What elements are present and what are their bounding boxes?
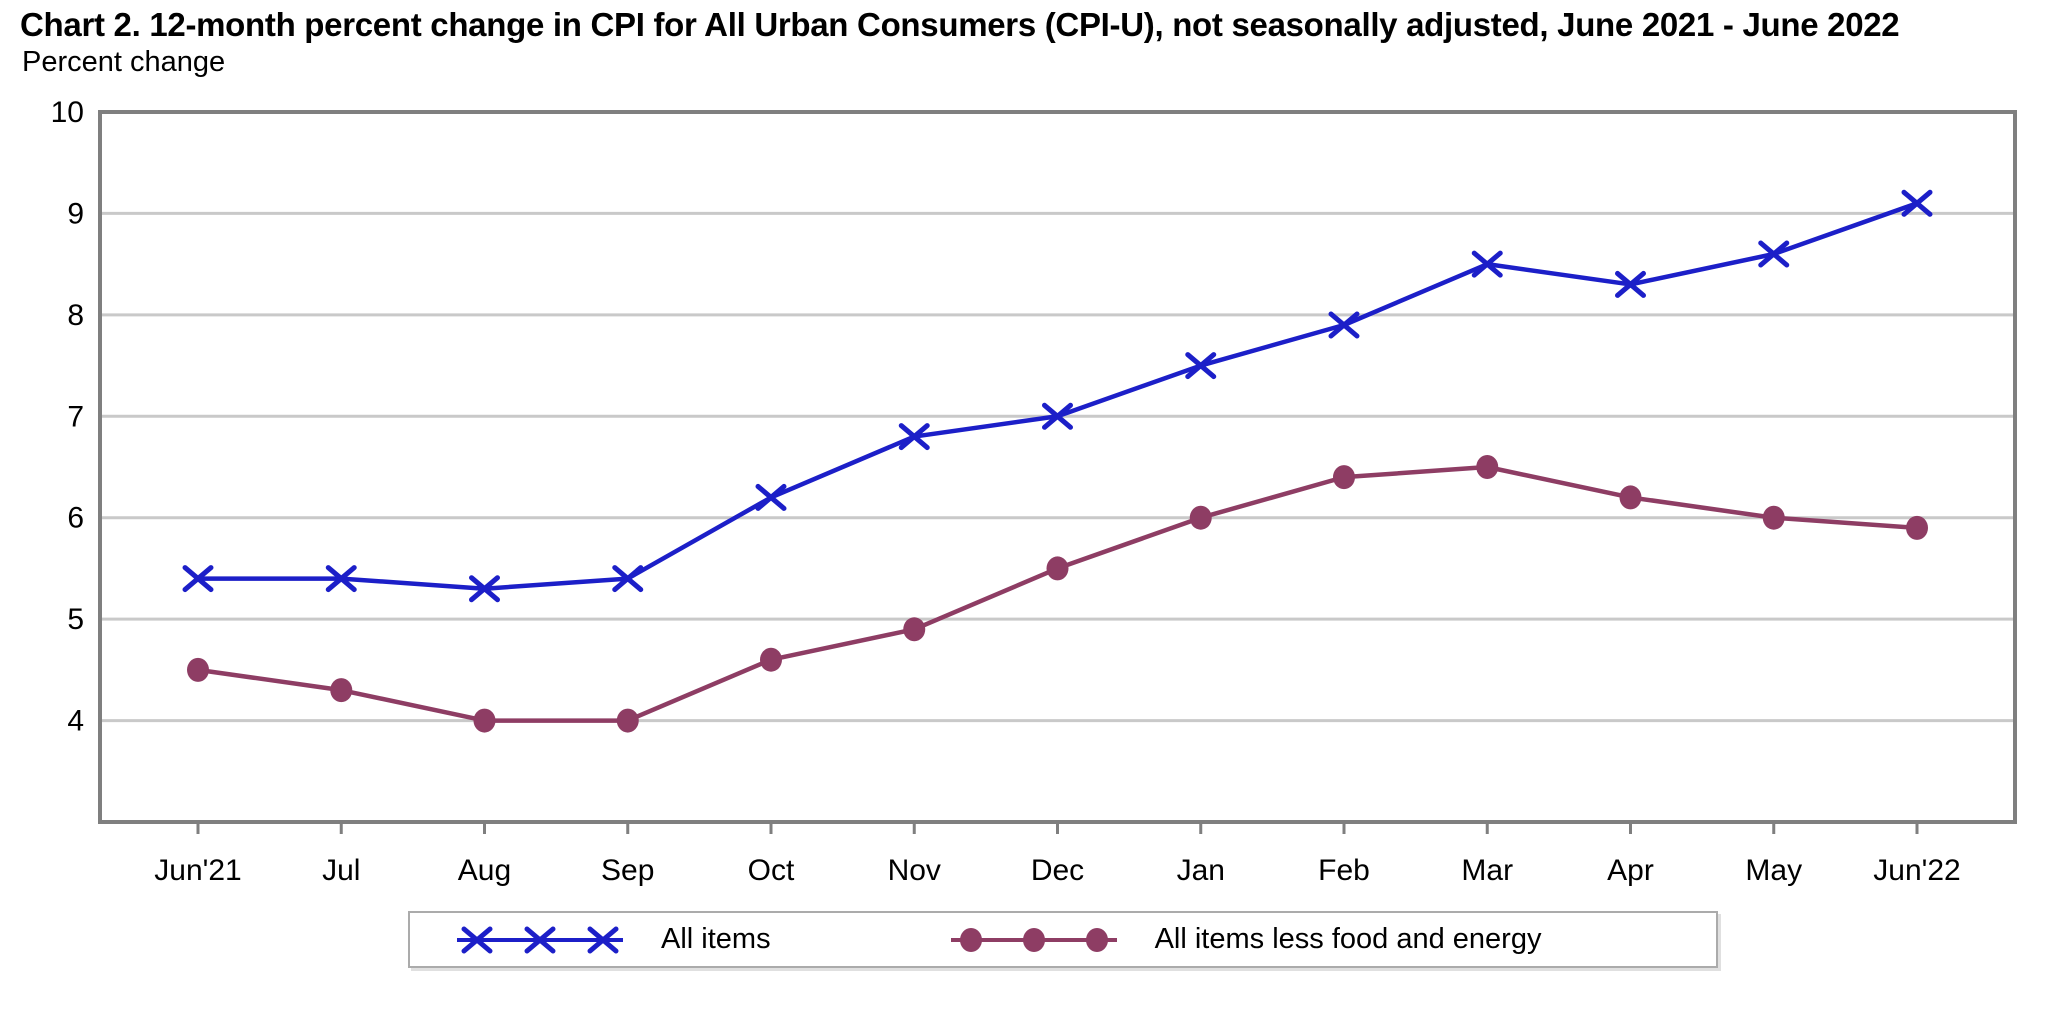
legend-label: All items xyxy=(661,923,771,955)
x-marker xyxy=(461,926,493,953)
dot-marker xyxy=(187,657,209,682)
y-tick-label: 5 xyxy=(67,603,84,636)
chart-title: Chart 2. 12-month percent change in CPI … xyxy=(20,6,1900,43)
dot-marker xyxy=(1022,927,1045,952)
x-marker xyxy=(325,565,357,593)
x-marker xyxy=(587,926,619,953)
series-line xyxy=(197,464,1918,723)
x-marker xyxy=(1758,240,1790,268)
y-tick-label: 7 xyxy=(67,400,84,433)
dot-marker xyxy=(616,708,639,733)
dot-marker xyxy=(1189,505,1212,530)
x-tick-label: Oct xyxy=(748,854,795,887)
legend-swatch-x xyxy=(457,926,623,953)
y-axis-unit-label: Percent change xyxy=(22,46,226,78)
dot-marker xyxy=(1333,465,1355,490)
x-tick-label: Sep xyxy=(601,854,654,887)
x-tick-label: Dec xyxy=(1031,854,1084,887)
x-marker xyxy=(469,575,500,603)
dot-marker xyxy=(473,708,496,733)
x-tick-label: Jan xyxy=(1177,854,1225,887)
dot-marker xyxy=(903,617,926,642)
x-marker xyxy=(524,926,556,953)
y-tick-label: 4 xyxy=(67,705,84,738)
y-tick-label: 10 xyxy=(51,96,84,129)
dot-marker xyxy=(330,678,353,703)
y-tick-label: 9 xyxy=(67,197,84,230)
x-tick-label: Aug xyxy=(458,854,511,887)
x-marker xyxy=(1328,311,1360,339)
dot-marker xyxy=(1762,505,1785,530)
x-marker xyxy=(1042,402,1073,430)
dot-marker xyxy=(1476,455,1499,479)
x-tick-label: Mar xyxy=(1461,854,1513,887)
legend-item: All items xyxy=(455,921,771,959)
legend-item: All items less food and energy xyxy=(949,921,1542,959)
dot-marker xyxy=(959,927,982,952)
dot-marker xyxy=(1906,515,1928,540)
x-tick-label: May xyxy=(1745,854,1802,887)
x-marker xyxy=(898,423,930,451)
legend: All items All items less food and energy xyxy=(408,911,1718,968)
legend-label: All items less food and energy xyxy=(1154,923,1542,955)
x-marker xyxy=(755,483,787,511)
series-core xyxy=(187,455,1928,733)
x-marker xyxy=(1185,352,1217,380)
x-marker xyxy=(1615,270,1646,298)
x-tick-label: Apr xyxy=(1607,854,1654,887)
y-tick-label: 8 xyxy=(67,299,84,332)
x-marker xyxy=(1901,189,1933,217)
x-tick-label: Feb xyxy=(1318,854,1370,887)
dot-marker xyxy=(1046,556,1069,581)
x-marker xyxy=(1471,250,1503,278)
dot-marker xyxy=(1619,485,1642,510)
plot-frame xyxy=(98,110,2017,824)
dot-marker xyxy=(1085,927,1108,952)
dot-marker xyxy=(760,647,782,672)
x-tick-label: Nov xyxy=(888,854,941,887)
x-marker xyxy=(612,565,644,593)
x-tick-label: Jul xyxy=(322,854,360,887)
y-tick-label: 6 xyxy=(67,502,84,535)
series-all-items xyxy=(182,189,1933,603)
x-tick-label: Jun'21 xyxy=(154,854,241,887)
legend-swatch-dot xyxy=(950,927,1117,952)
x-tick-label: Jun'22 xyxy=(1873,854,1960,887)
x-marker xyxy=(182,565,214,593)
series-line xyxy=(198,201,1918,591)
